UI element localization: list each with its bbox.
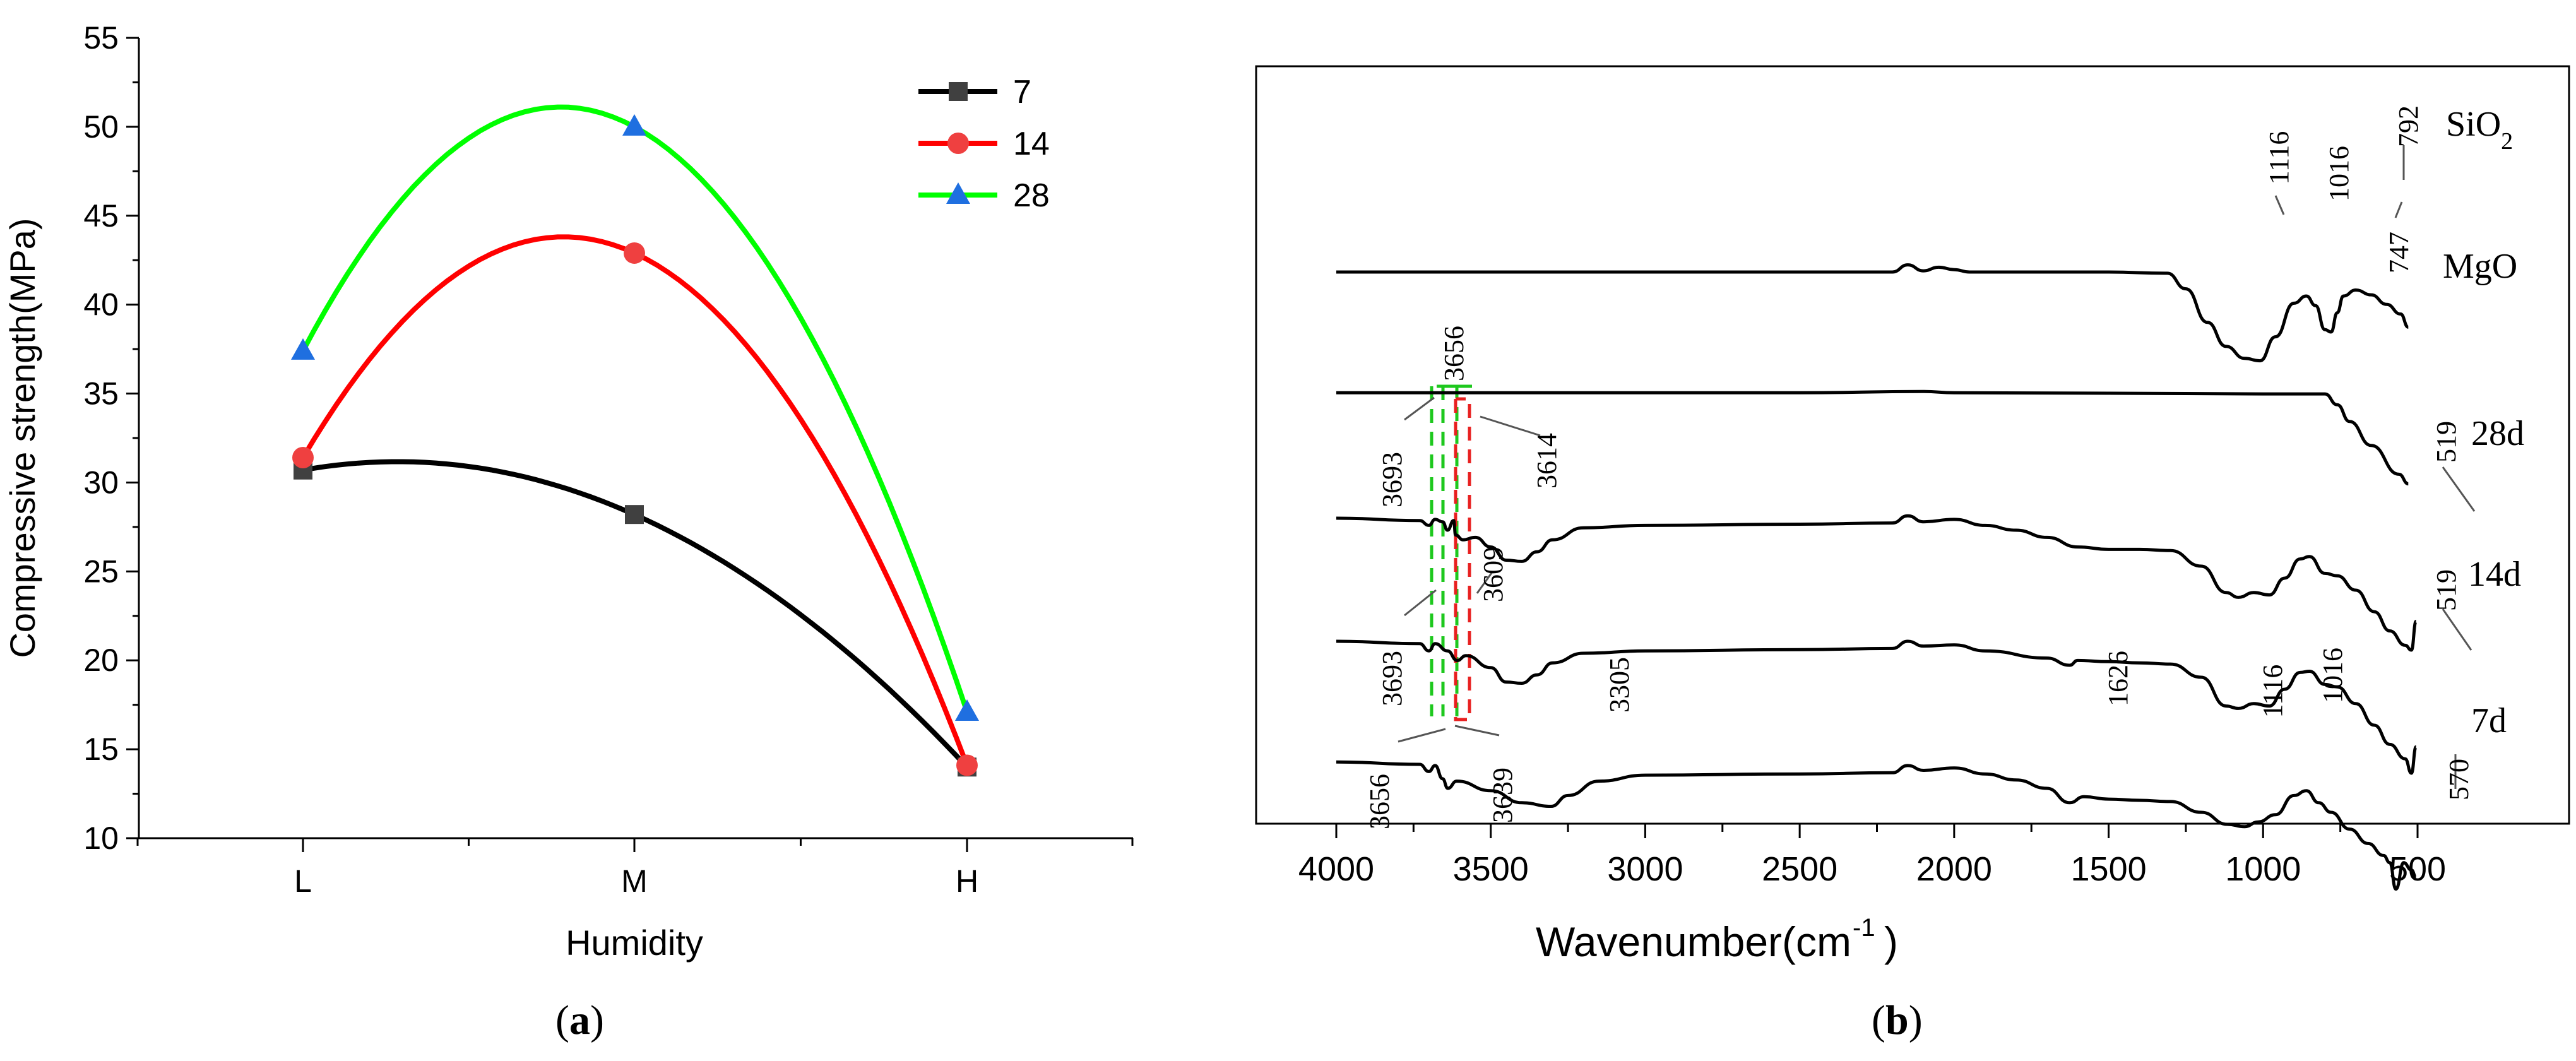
b-peak-label: 570 [2443, 759, 2474, 800]
b-peak-label: 3693 [1377, 452, 1408, 507]
a-x-tick-label: H [956, 863, 978, 899]
b-peak-leader [1480, 415, 1541, 437]
panel-a-legend: 7 14 28 [918, 74, 1050, 214]
b-spectrum-SiO [1336, 263, 2409, 363]
legend-label-28: 28 [1013, 177, 1050, 214]
legend-swatch-marker [946, 182, 970, 204]
b-peak-label: 1626 [2103, 651, 2134, 706]
a-y-tick-label: 40 [83, 287, 119, 323]
b-x-tick-label: 4000 [1298, 850, 1374, 888]
b-series-name-14d: 14d [2468, 555, 2521, 594]
a-y-tick-label: 20 [83, 643, 119, 678]
panel-b-peak-labels: 1116 1016 792 747 3656 3693 3614 519 3609 3693 519… [1364, 105, 2476, 829]
b-peak-label: 519 [2431, 421, 2462, 463]
panel-a-caption: (a) [555, 997, 604, 1043]
a-y-tick-label: 50 [83, 109, 119, 145]
panel-b-caption-letter: b [1885, 997, 1909, 1043]
a-point-28 [955, 699, 979, 721]
b-peak-label: 747 [2383, 232, 2414, 273]
b-peak-label: 792 [2393, 105, 2424, 147]
b-peak-leader [1404, 396, 1435, 421]
a-y-tick-label: 35 [83, 376, 119, 412]
panel-b-chart: 4000 3500 3000 2500 2000 1500 1000 500 1116 1016… [1255, 65, 2570, 1043]
panel-b-x-axis-label-text: Wavenumber(cm [1536, 918, 1851, 965]
a-point-14 [624, 242, 645, 264]
b-series-name-MgO: MgO [2443, 247, 2517, 286]
b-peak-leader [1404, 589, 1437, 617]
b-peak-leader [1476, 571, 1494, 594]
panel-b-x-axis-label-sup: -1 [1853, 914, 1875, 942]
b-series-name-7d: 7d [2471, 701, 2507, 740]
b-x-tick-label: 1500 [2071, 850, 2147, 888]
b-peak-leader [2274, 195, 2285, 215]
b-peak-label: 1116 [2257, 665, 2288, 718]
b-peak-leader [2442, 608, 2472, 651]
b-spectrum-28d [1336, 514, 2418, 652]
b-peak-label: 3305 [1604, 657, 1635, 713]
b-peak-label: 3656 [1364, 774, 1395, 829]
b-x-tick-label: 2000 [1916, 850, 1992, 888]
a-y-tick-label: 10 [83, 821, 119, 856]
b-peak-leader [2442, 466, 2476, 512]
a-point-14 [292, 446, 314, 468]
b-peak-label: 3639 [1487, 768, 1518, 823]
b-peak-label: 1016 [2324, 146, 2354, 201]
b-peak-label: 1016 [2317, 648, 2348, 703]
red-dashed-guide-box [1454, 397, 1471, 721]
a-y-tick-label: 45 [83, 198, 119, 234]
panel-b-caption: (b) [1872, 997, 1923, 1043]
panel-a-x-axis-label: Humidity [566, 923, 703, 963]
a-point-14 [956, 754, 978, 776]
b-spectrum-MgO [1336, 389, 2409, 486]
b-spectrum-14d [1336, 639, 2418, 775]
a-point-28 [622, 114, 646, 136]
b-spectrum-7d [1336, 760, 2417, 891]
a-y-tick-label: 55 [83, 20, 119, 56]
panel-b-x-axis-label-close: ) [1884, 918, 1898, 965]
b-series-name-28d: 28d [2471, 414, 2524, 453]
a-y-tick-label: 30 [83, 465, 119, 500]
a-x-tick-label: L [294, 863, 312, 899]
legend-label-14: 14 [1013, 126, 1050, 162]
a-point-7 [625, 505, 644, 525]
b-series-name-sub: 2 [2501, 128, 2513, 155]
b-peak-label: 519 [2431, 569, 2462, 611]
b-peak-leader [1454, 725, 1500, 737]
b-x-tick-label: 2500 [1762, 850, 1837, 888]
panel-a-chart: 10 15 20 25 30 35 40 45 50 55 L M H Compressive str… [3, 20, 1134, 1043]
panel-b-x-axis-label: Wavenumber(cm [1536, 918, 1851, 965]
panel-b-plot-frame [1255, 65, 2570, 825]
legend-swatch-marker [949, 82, 968, 101]
b-x-tick-label: 3000 [1607, 850, 1683, 888]
b-peak-leader [1398, 728, 1446, 743]
legend-swatch-marker [947, 133, 969, 154]
a-x-tick-label: M [621, 863, 648, 899]
b-peak-label: 1116 [2264, 131, 2294, 185]
a-point-28 [291, 338, 315, 360]
b-peak-label: 3609 [1478, 547, 1509, 602]
a-y-tick-label: 15 [83, 732, 119, 767]
b-x-tick-label: 1000 [2225, 850, 2301, 888]
legend-label-7: 7 [1013, 74, 1031, 110]
b-peak-leader [2394, 201, 2403, 218]
panel-a-caption-letter: a [569, 997, 590, 1043]
panel-a-y-axis-label: Compressive strength(MPa) [3, 218, 42, 658]
a-y-tick-label: 25 [83, 554, 119, 589]
panel-b-guide-boxes [1430, 384, 1472, 721]
b-peak-label: 3614 [1531, 433, 1562, 489]
b-peak-label: 3693 [1377, 651, 1408, 706]
b-peak-label: 3656 [1439, 326, 1469, 381]
b-x-tick-label: 3500 [1453, 850, 1529, 888]
